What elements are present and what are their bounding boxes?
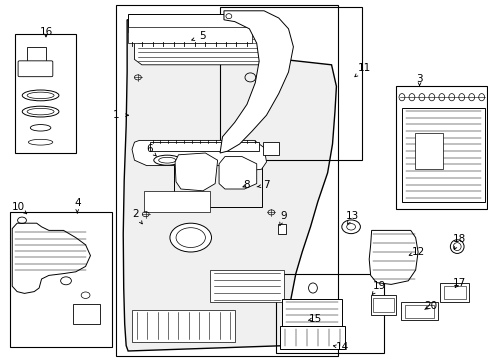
Text: 2: 2	[132, 209, 139, 219]
Polygon shape	[12, 223, 90, 293]
Bar	[132, 310, 234, 342]
Bar	[144, 191, 210, 212]
Bar	[116, 5, 338, 356]
Polygon shape	[220, 11, 293, 153]
Bar	[128, 27, 251, 43]
Ellipse shape	[30, 125, 51, 131]
FancyBboxPatch shape	[18, 61, 53, 77]
Text: 18: 18	[452, 234, 466, 244]
Bar	[401, 108, 484, 202]
Bar	[443, 286, 465, 299]
Text: 8: 8	[243, 180, 250, 190]
Bar	[263, 142, 278, 155]
Bar	[10, 212, 112, 347]
Text: 6: 6	[145, 144, 152, 154]
Text: 12: 12	[410, 247, 424, 257]
Bar	[370, 295, 395, 315]
Ellipse shape	[170, 223, 211, 252]
Bar	[282, 299, 342, 331]
Bar	[414, 133, 442, 169]
Bar	[276, 274, 383, 353]
Polygon shape	[134, 34, 264, 65]
Text: 13: 13	[345, 211, 358, 221]
Bar	[395, 86, 486, 209]
Bar	[210, 270, 283, 302]
Text: 20: 20	[423, 301, 436, 311]
Text: 10: 10	[12, 202, 25, 212]
Bar	[150, 142, 259, 151]
Text: 9: 9	[280, 211, 286, 221]
Bar	[220, 7, 361, 160]
Text: 3: 3	[415, 74, 422, 84]
Bar	[128, 14, 251, 32]
Polygon shape	[123, 20, 336, 351]
Polygon shape	[368, 230, 417, 284]
Bar	[372, 298, 393, 312]
Text: 14: 14	[335, 342, 348, 352]
Polygon shape	[175, 153, 217, 191]
Bar	[439, 283, 468, 302]
Bar	[277, 224, 285, 234]
Bar	[400, 302, 437, 320]
Text: 5: 5	[199, 31, 206, 41]
Bar	[279, 326, 344, 349]
Text: 4: 4	[74, 198, 81, 208]
Text: 1: 1	[112, 110, 119, 120]
Ellipse shape	[449, 240, 463, 253]
Polygon shape	[132, 140, 266, 171]
Bar	[73, 304, 100, 324]
Bar	[404, 305, 433, 318]
Ellipse shape	[22, 90, 59, 101]
Bar	[15, 34, 76, 153]
Bar	[27, 47, 46, 67]
Text: 16: 16	[39, 27, 53, 37]
Bar	[173, 148, 261, 207]
Text: 7: 7	[263, 180, 269, 190]
Polygon shape	[219, 157, 256, 189]
Ellipse shape	[308, 283, 317, 293]
Ellipse shape	[154, 155, 181, 165]
Text: 19: 19	[371, 281, 385, 291]
Text: 11: 11	[357, 63, 370, 73]
Text: 17: 17	[452, 278, 466, 288]
Text: 15: 15	[308, 314, 322, 324]
Ellipse shape	[22, 106, 59, 117]
